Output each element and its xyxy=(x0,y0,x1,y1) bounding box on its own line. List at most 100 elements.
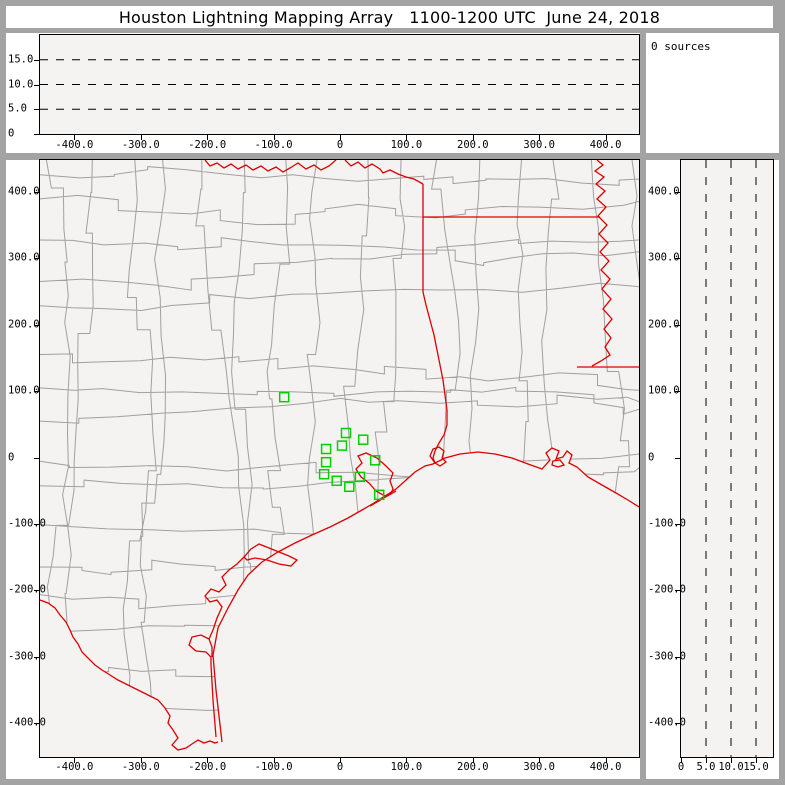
y-tick-label: -400.0 xyxy=(8,716,46,729)
x-tick-label: 100.0 xyxy=(390,761,423,773)
x-axis-tick xyxy=(406,135,408,140)
x-tick-label: 400.0 xyxy=(589,761,622,773)
y-axis-tick xyxy=(34,590,39,592)
x-tick-label: 0 xyxy=(336,139,344,151)
coastal-bays-and-lagoons xyxy=(188,543,299,738)
mississippi-river xyxy=(591,160,613,367)
lma-station-marker xyxy=(336,440,348,451)
x-axis-tick xyxy=(140,758,142,763)
x-axis-tick xyxy=(273,758,275,763)
altitude-tick-label: 10.0 xyxy=(718,761,744,773)
ns-altitude-gridlines xyxy=(705,160,757,757)
y-axis-tick xyxy=(34,391,39,393)
y-axis-tick xyxy=(34,656,39,658)
lma-station-marker xyxy=(344,481,355,493)
x-axis-tick xyxy=(539,135,541,140)
x-axis-tick xyxy=(74,758,76,763)
y-axis-tick xyxy=(34,258,39,260)
x-axis-tick xyxy=(605,135,607,140)
ew-altitude-plot[interactable] xyxy=(39,34,640,135)
altitude-tick xyxy=(34,59,39,61)
y-axis-tick xyxy=(675,324,680,326)
y-axis-tick xyxy=(34,524,39,525)
x-tick-label: -100.0 xyxy=(254,761,293,773)
y-tick-label: 400.0 xyxy=(8,185,40,198)
x-axis-tick xyxy=(207,758,209,763)
x-tick-label: 300.0 xyxy=(523,761,555,773)
altitude-tick-label: 15.0 xyxy=(743,761,769,773)
y-axis-tick xyxy=(675,391,680,393)
altitude-tick-label: 15.0 xyxy=(8,53,34,66)
y-tick-label: 300.0 xyxy=(8,251,40,264)
lma-station-marker xyxy=(373,489,385,501)
y-tick-label: 0 xyxy=(8,451,15,464)
y-axis-tick xyxy=(675,656,680,658)
texas-map xyxy=(40,160,639,751)
red-river-tx-ok-border xyxy=(204,160,424,185)
ew-altitude-gridlines xyxy=(40,59,639,110)
altitude-tick xyxy=(731,758,732,763)
y-tick-label: 0 xyxy=(648,451,655,464)
state-borders xyxy=(422,184,639,368)
lma-station-marker xyxy=(320,456,332,468)
altitude-tick xyxy=(756,758,757,763)
x-tick-label: -300.0 xyxy=(121,761,160,773)
x-axis-tick xyxy=(539,758,541,763)
x-axis-tick xyxy=(140,135,142,140)
lma-station-marker xyxy=(369,455,381,466)
y-axis-tick xyxy=(34,723,39,725)
y-tick-label: 300.0 xyxy=(648,251,680,264)
altitude-tick-label: 5.0 xyxy=(696,761,716,773)
x-axis-tick xyxy=(406,758,408,763)
y-tick-label: -300.0 xyxy=(648,650,686,663)
y-axis-tick xyxy=(675,258,680,260)
y-tick-label: -300.0 xyxy=(8,650,46,663)
lma-station-marker xyxy=(278,391,290,403)
y-tick-label: -400.0 xyxy=(648,716,686,729)
altitude-tick xyxy=(34,109,39,111)
x-axis-tick xyxy=(340,135,341,140)
x-axis-tick xyxy=(207,135,209,140)
altitude-tick xyxy=(706,758,707,763)
x-tick-label: -400.0 xyxy=(55,761,94,773)
y-axis-tick xyxy=(675,192,680,193)
x-axis-tick xyxy=(74,135,76,140)
x-axis-tick xyxy=(472,758,474,763)
title-bar: Houston Lightning Mapping Array 1100-120… xyxy=(6,6,773,28)
y-tick-label: 200.0 xyxy=(8,318,40,331)
y-tick-label: -200.0 xyxy=(8,583,46,596)
x-axis-tick xyxy=(472,135,474,140)
ns-altitude-plot[interactable] xyxy=(680,159,774,758)
x-tick-label: 400.0 xyxy=(589,139,622,151)
altitude-tick-label: 10.0 xyxy=(8,78,34,90)
altitude-tick-label: 0 xyxy=(8,127,15,140)
sabine-lake xyxy=(429,446,448,467)
y-tick-label: 400.0 xyxy=(648,185,680,198)
source-histogram-panel[interactable]: 0 sources xyxy=(646,33,779,153)
y-tick-label: -100.0 xyxy=(648,517,686,530)
y-tick-label: 200.0 xyxy=(648,318,680,331)
plan-view-map[interactable] xyxy=(39,159,640,758)
lma-station-marker xyxy=(331,475,342,487)
x-tick-label: 200.0 xyxy=(456,139,489,151)
y-tick-label: -100.0 xyxy=(8,517,46,530)
lma-station-marker xyxy=(318,468,330,480)
x-axis-tick xyxy=(273,135,275,140)
x-axis-tick xyxy=(340,758,341,763)
calcasieu-lake xyxy=(551,459,566,468)
x-tick-label: 300.0 xyxy=(523,139,555,151)
lma-station-marker xyxy=(340,427,352,439)
altitude-tick-label: 5.0 xyxy=(8,102,27,115)
source-count-label: 0 sources xyxy=(651,40,711,53)
y-axis-tick xyxy=(675,590,680,592)
x-tick-label: -400.0 xyxy=(55,139,94,151)
lma-station-marker xyxy=(357,434,369,445)
y-tick-label: -200.0 xyxy=(648,583,686,596)
y-tick-label: 100.0 xyxy=(648,384,680,397)
x-tick-label: -200.0 xyxy=(188,761,227,773)
x-tick-label: 0 xyxy=(336,761,344,773)
x-tick-label: -300.0 xyxy=(121,139,160,151)
gulf-coastline xyxy=(212,447,639,743)
x-tick-label: -100.0 xyxy=(254,139,293,151)
